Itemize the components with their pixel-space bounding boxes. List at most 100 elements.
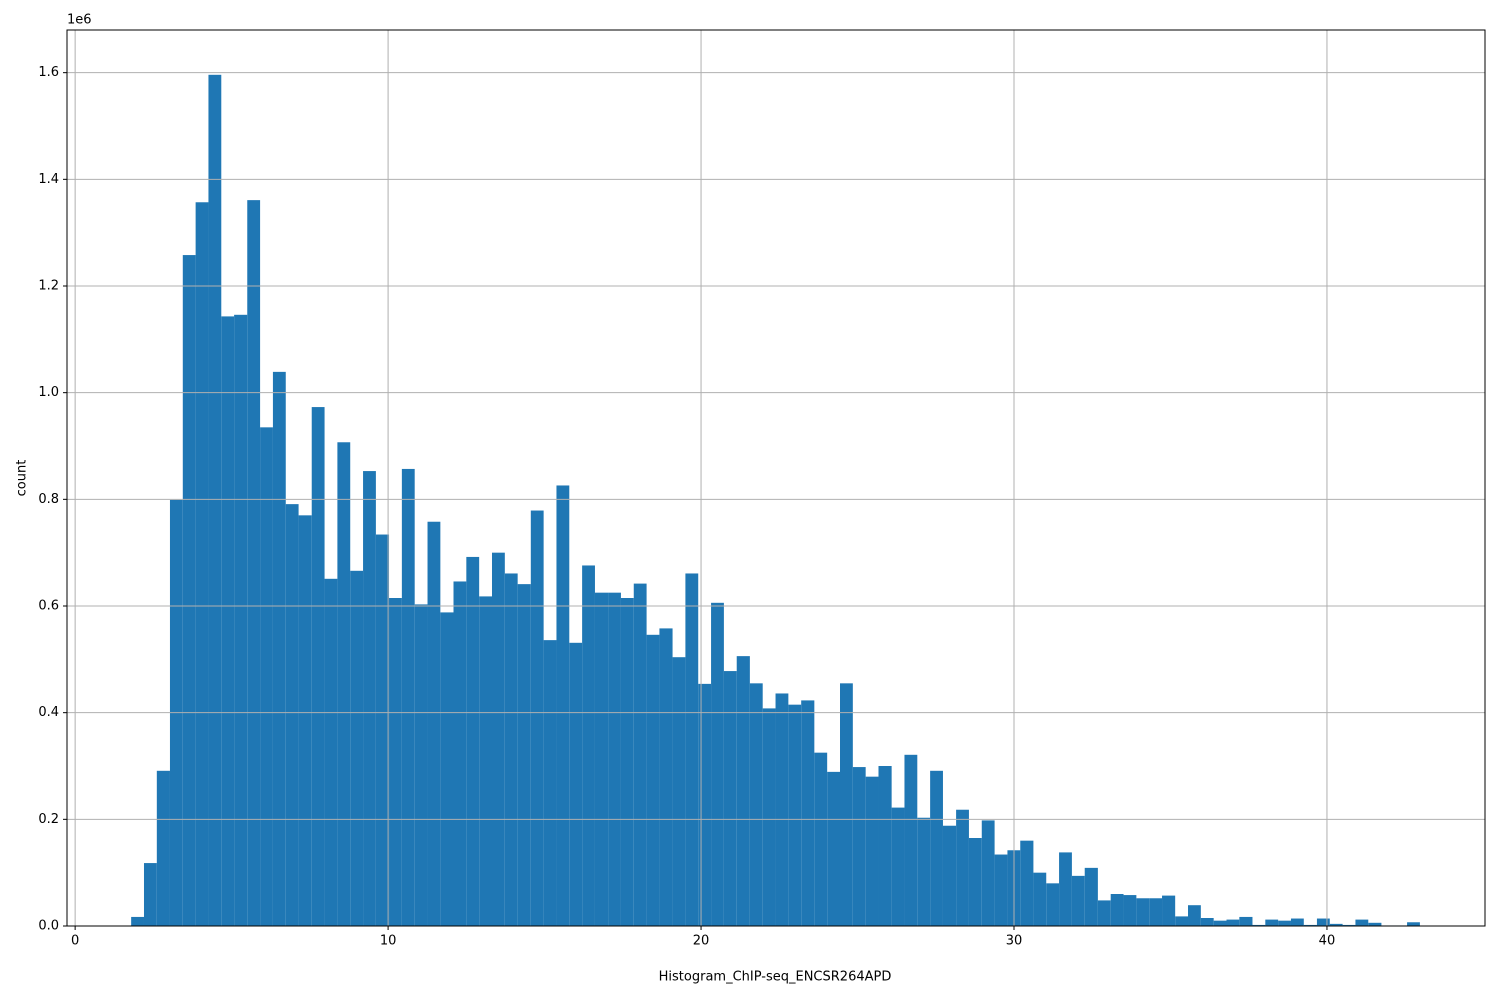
x-tick-label: 20 (693, 934, 710, 949)
bar (685, 573, 699, 926)
bar (762, 708, 776, 926)
bar (285, 504, 299, 926)
bar (608, 592, 621, 926)
bar (968, 838, 982, 926)
bar (917, 817, 931, 926)
bar (414, 604, 428, 926)
bar (504, 573, 518, 926)
x-tick-label: 40 (1319, 934, 1336, 949)
bar (1329, 923, 1343, 926)
y-tick-label: 0.0 (38, 919, 59, 934)
bar (427, 521, 441, 926)
bar (956, 809, 969, 926)
y-offset-label: 1e6 (67, 13, 92, 28)
bar (1136, 898, 1150, 926)
bar (1355, 919, 1369, 926)
bar (466, 556, 480, 926)
bar (556, 485, 570, 926)
bar (981, 820, 995, 926)
bar (1123, 895, 1137, 926)
bar (827, 771, 840, 926)
bar (1162, 895, 1176, 926)
bar (1290, 918, 1304, 926)
bar (788, 704, 802, 926)
bar (620, 598, 634, 926)
bar (272, 371, 286, 926)
bar (1084, 867, 1098, 926)
y-tick-label: 0.6 (38, 599, 59, 614)
bar (1188, 905, 1201, 926)
bar (711, 602, 724, 926)
bar (195, 202, 209, 926)
bar (814, 752, 828, 926)
bar (672, 657, 686, 926)
bar (143, 863, 157, 926)
bar (1226, 919, 1240, 926)
bar (260, 427, 273, 926)
bar (1071, 875, 1085, 926)
y-tick-label: 0.2 (38, 812, 59, 827)
bar (131, 916, 144, 926)
bar (182, 255, 196, 927)
bar (1020, 840, 1034, 926)
bar (659, 628, 673, 926)
x-tick-label: 10 (380, 934, 397, 949)
y-tick-label: 1.2 (38, 279, 59, 294)
bar (1200, 918, 1214, 926)
x-axis-label: Histogram_ChIP-seq_ENCSR264APD (659, 970, 892, 985)
bar (594, 592, 609, 926)
bar (852, 767, 866, 926)
bar (942, 825, 957, 926)
bar (1303, 924, 1317, 926)
plot-frame (66, 29, 1486, 927)
x-tick-label: 30 (1006, 934, 1023, 949)
bar (530, 510, 544, 926)
bar (749, 683, 763, 926)
bar (440, 612, 454, 926)
bar (633, 583, 647, 926)
bar (1110, 894, 1124, 926)
bar (569, 642, 583, 926)
bar (736, 656, 750, 926)
bar (156, 770, 170, 926)
y-tick-label: 0.4 (38, 705, 59, 720)
bar (891, 807, 905, 926)
bar (801, 700, 815, 926)
bar (311, 407, 325, 927)
y-tick-label: 1.4 (38, 172, 59, 187)
bar (401, 468, 415, 926)
bar (1342, 924, 1356, 926)
bar (1097, 900, 1111, 926)
bar (839, 683, 853, 926)
y-tick-label: 1.6 (38, 65, 59, 80)
bar (324, 578, 338, 926)
bar (1213, 920, 1227, 926)
bar (517, 584, 531, 926)
x-tick-label: 0 (71, 934, 79, 949)
bar (389, 598, 402, 926)
bar (375, 534, 390, 926)
bar (1239, 916, 1253, 926)
bar (994, 854, 1008, 926)
bar (698, 683, 712, 926)
bar (582, 565, 595, 926)
bar (775, 693, 789, 926)
bar (247, 200, 261, 927)
bar (479, 596, 492, 926)
bar (1175, 916, 1189, 926)
bar (234, 314, 248, 926)
bar (363, 471, 376, 926)
bar (878, 766, 892, 926)
bar (1046, 883, 1060, 926)
bar (1278, 920, 1291, 926)
bar (723, 671, 737, 926)
y-axis-label: count (15, 460, 30, 497)
bar (930, 770, 943, 926)
bar (1252, 924, 1266, 926)
bar (208, 74, 222, 927)
bar (1265, 919, 1279, 926)
bar (350, 570, 364, 926)
bar (904, 754, 918, 926)
bar (1033, 872, 1047, 926)
